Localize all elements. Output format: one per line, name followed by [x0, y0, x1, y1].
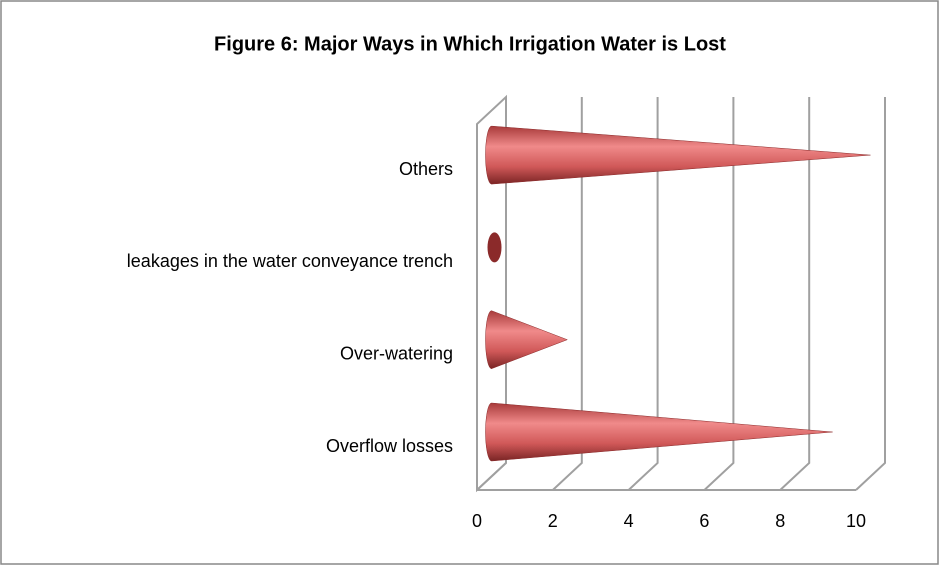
x-tick-label: 4 — [624, 511, 634, 531]
grid-line — [627, 97, 659, 491]
x-tick-label: 2 — [548, 511, 558, 531]
x-tick-label: 6 — [699, 511, 709, 531]
grid-line — [552, 97, 583, 491]
y-tick-label: leakages in the water conveyance trench — [127, 251, 453, 271]
bar — [485, 402, 833, 462]
grid-line — [703, 97, 735, 491]
x-tick-label: 0 — [472, 511, 482, 531]
grid-line — [476, 97, 507, 491]
y-tick-label: Overflow losses — [326, 436, 453, 456]
chart-title: Figure 6: Major Ways in Which Irrigation… — [214, 33, 726, 55]
bar — [485, 310, 568, 369]
grid-line — [855, 97, 886, 491]
y-tick-label: Others — [399, 159, 453, 179]
x-tick-label: 8 — [775, 511, 785, 531]
y-tick-label: Over-watering — [340, 343, 453, 363]
grid-line — [779, 97, 811, 491]
x-tick-label: 10 — [846, 511, 866, 531]
bar — [485, 125, 871, 185]
bar — [487, 232, 502, 263]
